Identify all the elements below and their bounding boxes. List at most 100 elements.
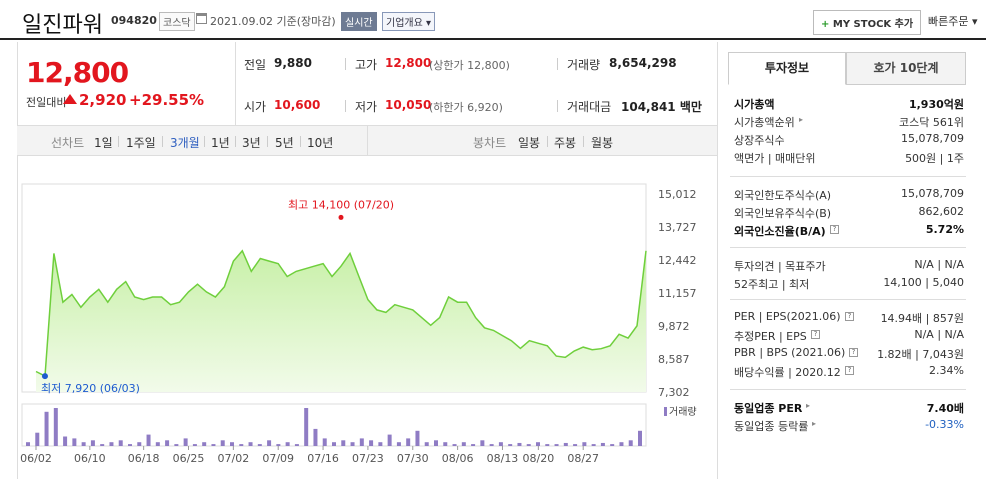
info-row: 액면가 | 매매단위 500원 | 1주 [734,148,964,166]
investment-info-panel: 투자정보 호가 10단계 시가총액 1,930억원 시가총액순위 ▸ 코스닥 561위 상… [717,42,986,479]
volume-bar [128,444,132,446]
info-row-label: 상장주식수 [734,134,785,147]
info-row-label[interactable]: 시가총액순위 [734,116,795,129]
divider [583,136,584,147]
period-3m[interactable]: 3개월 [170,136,200,150]
info-row: 시가총액순위 ▸ 코스닥 561위 [734,112,964,130]
divider [267,136,268,147]
volume-bar [285,442,290,446]
change-percent: +29.55% [129,91,205,109]
info-row-value: 1.82배 | 7,043원 [877,348,964,361]
divider [730,176,966,177]
volume-bar [192,444,197,446]
info-row: 시가총액 1,930억원 [734,94,964,112]
info-row-label: 배당수익률 | 2020.12 [734,366,841,379]
volume-bar [44,411,49,446]
amount-label: 거래대금 [567,100,612,114]
volume-bar [183,438,188,446]
lower-limit: (하한가 6,920) [429,101,503,114]
amount-value: 104,841 백만 [621,100,702,114]
info-row-label: 52주최고 | 최저 [734,278,810,291]
realtime-button[interactable]: 실시간 [341,12,377,31]
quick-order-dropdown[interactable]: 빠른주문 ▾ [928,15,978,28]
candle-daily[interactable]: 일봉 [518,136,541,150]
tab-investment-info[interactable]: 투자정보 [728,52,846,85]
volume-bar [498,442,503,446]
help-icon[interactable]: ? [845,312,854,321]
volume-bar [63,436,68,446]
volume-bar [359,438,364,446]
info-row-value: 862,602 [918,205,965,218]
low-annotation: 최저 7,920 (06/03) [41,382,140,395]
prev-close-value: 9,880 [274,56,312,70]
info-row: 추정PER | EPS? N/A | N/A [734,326,964,344]
info-row-value: 7.40배 [926,402,964,415]
stock-code: 094820 [111,14,157,27]
help-icon[interactable]: ? [830,225,839,234]
info-tabs: 투자정보 호가 10단계 [728,52,968,85]
arrow-right-icon[interactable]: ▸ [806,401,811,410]
info-row-label: 외국인소진율(B/A) [734,225,826,238]
candle-monthly[interactable]: 월봉 [591,136,614,150]
volume-value: 8,654,298 [609,56,677,70]
period-3y[interactable]: 3년 [242,136,261,150]
divider [345,58,346,70]
help-icon[interactable]: ? [811,330,820,339]
stock-header: 일진파워 094820 코스닥 2021.09.02 기준(장마감) 실시간 기… [0,0,986,40]
volume-bar [406,438,411,446]
open-label: 시가 [244,100,267,114]
high-label: 고가 [355,58,378,72]
current-price: 12,800 [26,56,129,89]
chart-period-bar: 선차트 1일 1주일 3개월 1년 3년 5년 10년 봉차트 일봉 주봉 월봉 [17,126,717,156]
candle-weekly[interactable]: 주봉 [554,136,577,150]
period-1d[interactable]: 1일 [94,136,113,150]
volume-bar [461,442,466,446]
info-row-label[interactable]: 동일업종 등락률 [734,420,809,433]
arrow-right-icon[interactable]: ▸ [799,115,804,124]
volume-bar [72,438,77,446]
help-icon[interactable]: ? [849,348,858,357]
price-area-fill [36,250,646,392]
company-info-dropdown[interactable]: 기업개요 ▾ [382,12,435,31]
info-row-value: 15,078,709 [901,132,964,145]
volume-bar [276,444,281,446]
volume-bar [517,442,522,446]
volume-bar [294,444,299,446]
y-tick-label: 12,442 [658,254,697,267]
divider [235,136,236,147]
info-row-value: N/A | N/A [914,258,964,271]
volume-bar [90,440,95,446]
price-line [35,249,647,378]
info-row-label[interactable]: 동일업종 PER [734,402,803,415]
period-1w[interactable]: 1주일 [126,136,156,150]
x-tick-label: 07/16 [307,452,339,465]
period-10y[interactable]: 10년 [307,136,334,150]
volume-legend-swatch [664,407,667,416]
period-1y[interactable]: 1년 [211,136,230,150]
volume-bar [545,444,550,446]
price-summary: 12,800 전일대비 2,920 +29.55% 전일 9,880 고가 12… [17,42,717,126]
tab-order-book[interactable]: 호가 10단계 [846,52,966,85]
info-row: 외국인보유주식수(B) 862,602 [734,203,964,221]
info-row: 배당수익률 | 2020.12? 2.34% [734,362,964,380]
help-icon[interactable]: ? [845,366,854,375]
info-row-label: 액면가 | 매매단위 [734,152,816,165]
info-row-value: N/A | N/A [914,328,964,341]
volume-bar [619,442,624,446]
volume-bar [378,442,383,446]
divider [730,389,966,390]
volume-bar [387,434,392,446]
y-tick-label: 8,587 [658,353,690,366]
divider [557,58,558,70]
period-5y[interactable]: 5년 [275,136,294,150]
volume-bar [600,442,605,446]
volume-bar [396,442,401,446]
add-mystock-button[interactable]: + MY STOCK 추가 [813,10,922,35]
add-mystock-label: MY STOCK 추가 [829,19,914,30]
x-tick-label: 08/06 [442,452,474,465]
divider [345,100,346,112]
arrow-right-icon[interactable]: ▸ [812,419,817,428]
x-tick-label: 08/27 [567,452,599,465]
volume-bar [267,440,272,446]
price-chart: 15,012 13,727 12,442 11,157 9,872 8,587 7,302 최… [17,156,717,479]
